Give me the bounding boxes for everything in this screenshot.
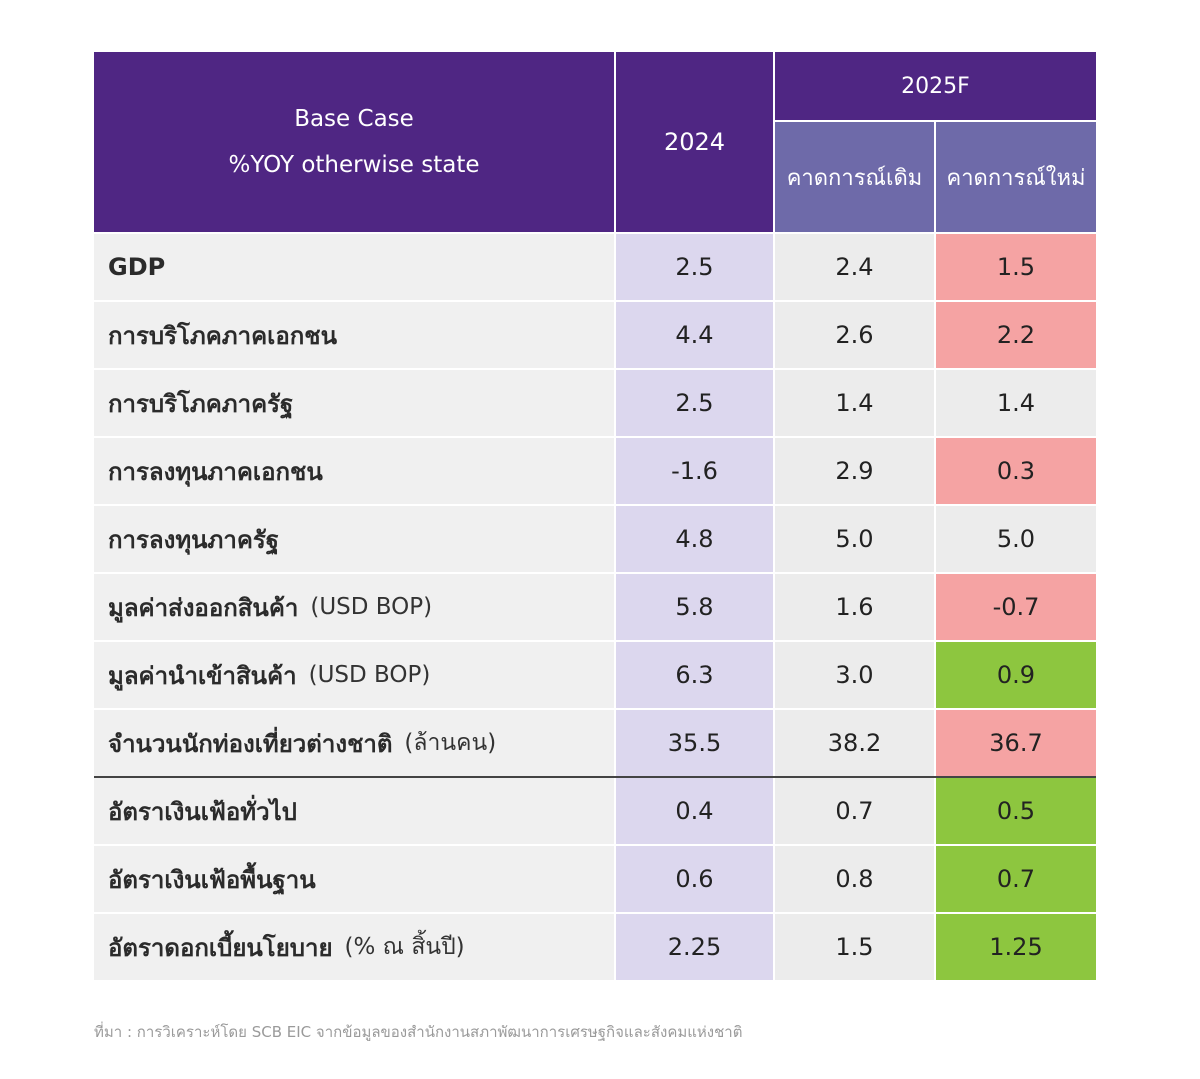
row-label-cell: GDP xyxy=(94,234,614,300)
base-case-header: Base Case %YOY otherwise state xyxy=(94,52,614,232)
row-label-cell: อัตราดอกเบี้ยนโยบาย (% ณ สิ้นปี) xyxy=(94,914,614,980)
value-2024-cell: 4.8 xyxy=(616,506,773,572)
value-old-forecast-cell: 1.6 xyxy=(775,574,934,640)
value-new-forecast-cell: -0.7 xyxy=(936,574,1096,640)
row-label-cell: การบริโภคภาคเอกชน xyxy=(94,302,614,368)
value-old-forecast-cell: 2.4 xyxy=(775,234,934,300)
row-unit: (USD BOP) xyxy=(308,662,431,688)
table-row: อัตราเงินเฟ้อทั่วไป 0.4 0.7 0.5 xyxy=(94,776,1096,844)
value-old-forecast-cell: 2.9 xyxy=(775,438,934,504)
value-old-forecast-cell: 1.4 xyxy=(775,370,934,436)
value-new-forecast-cell: 0.3 xyxy=(936,438,1096,504)
row-label-cell: อัตราเงินเฟ้อทั่วไป xyxy=(94,778,614,844)
row-label-cell: การบริโภคภาครัฐ xyxy=(94,370,614,436)
table-row: อัตราเงินเฟ้อพื้นฐาน 0.6 0.8 0.7 xyxy=(94,844,1096,912)
value-old-forecast-cell: 0.8 xyxy=(775,846,934,912)
base-case-title: Base Case xyxy=(294,106,414,132)
value-new-forecast-cell: 0.5 xyxy=(936,778,1096,844)
table-row: การลงทุนภาคเอกชน -1.6 2.9 0.3 xyxy=(94,436,1096,504)
row-label: จำนวนนักท่องเที่ยวต่างชาติ xyxy=(108,729,393,758)
new-forecast-header: คาดการณ์ใหม่ xyxy=(936,122,1096,232)
value-old-forecast-cell: 2.6 xyxy=(775,302,934,368)
value-new-forecast-cell: 2.2 xyxy=(936,302,1096,368)
value-new-forecast-cell: 1.4 xyxy=(936,370,1096,436)
row-label-cell: อัตราเงินเฟ้อพื้นฐาน xyxy=(94,846,614,912)
table-row: GDP 2.5 2.4 1.5 xyxy=(94,232,1096,300)
table-row: การบริโภคภาครัฐ 2.5 1.4 1.4 xyxy=(94,368,1096,436)
row-label-cell: มูลค่าส่งออกสินค้า (USD BOP) xyxy=(94,574,614,640)
value-new-forecast-cell: 1.5 xyxy=(936,234,1096,300)
value-old-forecast-cell: 0.7 xyxy=(775,778,934,844)
row-label: การลงทุนภาครัฐ xyxy=(108,525,280,554)
row-label-cell: จำนวนนักท่องเที่ยวต่างชาติ (ล้านคน) xyxy=(94,710,614,776)
year-2025f-header: 2025F xyxy=(775,52,1096,120)
value-old-forecast-cell: 1.5 xyxy=(775,914,934,980)
row-label: การลงทุนภาคเอกชน xyxy=(108,457,323,486)
table-row: การบริโภคภาคเอกชน 4.4 2.6 2.2 xyxy=(94,300,1096,368)
value-new-forecast-cell: 5.0 xyxy=(936,506,1096,572)
row-label-cell: มูลค่านำเข้าสินค้า (USD BOP) xyxy=(94,642,614,708)
row-label-cell: การลงทุนภาครัฐ xyxy=(94,506,614,572)
value-2024-cell: 6.3 xyxy=(616,642,773,708)
value-2024-cell: 2.5 xyxy=(616,370,773,436)
source-note: ที่มา : การวิเคราะห์โดย SCB EIC จากข้อมู… xyxy=(94,1023,743,1041)
base-case-subtitle: %YOY otherwise state xyxy=(228,152,480,178)
value-new-forecast-cell: 36.7 xyxy=(936,710,1096,776)
value-2024-cell: 2.5 xyxy=(616,234,773,300)
row-unit: (USD BOP) xyxy=(310,594,433,620)
value-old-forecast-cell: 3.0 xyxy=(775,642,934,708)
row-label: GDP xyxy=(108,253,166,281)
year-2024-header: 2024 xyxy=(616,52,773,232)
row-label: มูลค่าส่งออกสินค้า xyxy=(108,593,299,622)
row-label: การบริโภคภาคเอกชน xyxy=(108,321,337,350)
table-row: มูลค่านำเข้าสินค้า (USD BOP) 6.3 3.0 0.9 xyxy=(94,640,1096,708)
value-2024-cell: 0.4 xyxy=(616,778,773,844)
table-row: อัตราดอกเบี้ยนโยบาย (% ณ สิ้นปี) 2.25 1.5 1.… xyxy=(94,912,1096,980)
value-new-forecast-cell: 1.25 xyxy=(936,914,1096,980)
old-forecast-header: คาดการณ์เดิม xyxy=(775,122,934,232)
row-label: การบริโภคภาครัฐ xyxy=(108,389,294,418)
row-label-cell: การลงทุนภาคเอกชน xyxy=(94,438,614,504)
value-old-forecast-cell: 5.0 xyxy=(775,506,934,572)
row-label: อัตราดอกเบี้ยนโยบาย xyxy=(108,933,333,962)
value-old-forecast-cell: 38.2 xyxy=(775,710,934,776)
value-2024-cell: 0.6 xyxy=(616,846,773,912)
value-new-forecast-cell: 0.7 xyxy=(936,846,1096,912)
row-unit: (% ณ สิ้นปี) xyxy=(344,934,465,960)
table-body: GDP 2.5 2.4 1.5 การบริโภคภาคเอกชน 4.4 2.6 2.2 กา… xyxy=(94,232,1096,980)
table-row: มูลค่าส่งออกสินค้า (USD BOP) 5.8 1.6 -0.7 xyxy=(94,572,1096,640)
value-2024-cell: 35.5 xyxy=(616,710,773,776)
row-label: อัตราเงินเฟ้อทั่วไป xyxy=(108,797,297,826)
value-new-forecast-cell: 0.9 xyxy=(936,642,1096,708)
row-unit: (ล้านคน) xyxy=(404,730,497,756)
value-2024-cell: 4.4 xyxy=(616,302,773,368)
table-row: จำนวนนักท่องเที่ยวต่างชาติ (ล้านคน) 35.5 38… xyxy=(94,708,1096,776)
row-label: อัตราเงินเฟ้อพื้นฐาน xyxy=(108,865,316,894)
table-row: การลงทุนภาครัฐ 4.8 5.0 5.0 xyxy=(94,504,1096,572)
row-label: มูลค่านำเข้าสินค้า xyxy=(108,661,297,690)
value-2024-cell: -1.6 xyxy=(616,438,773,504)
table-header: Base Case %YOY otherwise state 2024 2025… xyxy=(94,52,1096,232)
forecast-table: Base Case %YOY otherwise state 2024 2025… xyxy=(94,52,1096,980)
value-2024-cell: 2.25 xyxy=(616,914,773,980)
value-2024-cell: 5.8 xyxy=(616,574,773,640)
